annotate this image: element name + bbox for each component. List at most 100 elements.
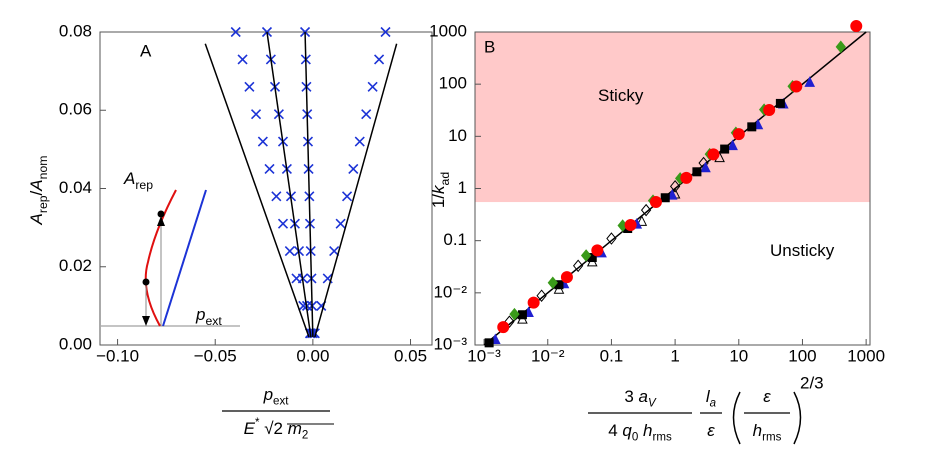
sticky-region <box>475 32 870 203</box>
paren <box>793 391 802 445</box>
y-tick-label: 0.1 <box>443 230 467 249</box>
label-part: Unsticky <box>770 241 835 260</box>
label: Arep/Anom <box>27 156 50 226</box>
marker-triangle <box>666 188 678 200</box>
y-tick-label: 1 <box>458 178 467 197</box>
marker-x <box>257 136 268 147</box>
y-tick-label: 0.06 <box>59 100 92 119</box>
label-part: p <box>263 385 273 404</box>
marker-x <box>271 191 282 202</box>
label: ε <box>763 387 771 406</box>
label: 3 aV <box>624 387 657 409</box>
marker-square <box>747 122 757 132</box>
label: 1/kad <box>429 172 452 208</box>
marker-square <box>720 144 730 154</box>
marker-diamond <box>509 307 520 321</box>
marker-x <box>348 163 359 175</box>
label: hrms <box>753 421 782 443</box>
label-part: 0 <box>632 431 638 443</box>
marker-circle <box>732 128 745 141</box>
marker-diamond <box>580 249 592 262</box>
label-part: ext <box>273 395 289 407</box>
label-part: 2 <box>302 429 308 441</box>
x-tick-label: 0.1 <box>600 346 624 365</box>
marker-x <box>277 218 289 229</box>
y-tick-label: 100 <box>439 74 467 93</box>
label-part: a <box>639 387 648 406</box>
fit-line <box>314 43 398 338</box>
inset-arrowhead <box>157 216 165 226</box>
panel-label: A <box>140 41 152 60</box>
label: pext <box>263 385 290 407</box>
y-tick-label: 0.08 <box>59 21 92 40</box>
x-tick-label: 0.05 <box>394 346 427 365</box>
label-part: √2 <box>260 419 288 438</box>
x-tick-label: −0.10 <box>96 346 139 365</box>
label-part: 4 <box>608 421 622 440</box>
marker-x <box>244 81 255 92</box>
x-tick-label: 10 <box>729 346 748 365</box>
inset-dot <box>157 210 165 218</box>
label-part: h <box>638 421 652 440</box>
marker-x <box>335 218 346 229</box>
label-part: a <box>710 397 717 409</box>
panel-label: B <box>484 37 495 56</box>
y-tick-label: 10⁻³ <box>433 334 467 353</box>
marker-x <box>264 163 275 175</box>
marker-x <box>261 26 273 38</box>
marker-diamond <box>572 259 584 273</box>
paren <box>732 391 741 445</box>
x-tick-label: 10⁻³ <box>467 346 501 365</box>
marker-x <box>341 191 353 202</box>
label-part: rep <box>36 195 50 213</box>
y-tick-label: 0.00 <box>59 334 92 353</box>
marker-circle <box>763 103 776 116</box>
marker-circle <box>591 244 604 257</box>
marker-circle <box>680 171 693 184</box>
marker-circle <box>649 196 662 209</box>
label-part: V <box>648 397 657 409</box>
marker-diamond <box>606 232 617 245</box>
inset-arrowhead <box>142 316 150 326</box>
inset-curve <box>144 189 177 327</box>
inset-dot <box>142 278 150 286</box>
marker-x <box>354 136 365 147</box>
marker-x <box>250 109 262 120</box>
marker-square <box>775 98 785 108</box>
label-part: Sticky <box>598 86 644 105</box>
label-part: ad <box>438 172 452 186</box>
label: pext <box>195 305 222 328</box>
y-tick-label: 0.02 <box>59 256 92 275</box>
x-tick-label: 0.00 <box>296 346 329 365</box>
label-part: rms <box>653 431 672 443</box>
label: Arep <box>123 169 153 192</box>
marker-triangle <box>804 76 816 87</box>
fit-line <box>204 43 310 338</box>
marker-circle <box>850 20 863 33</box>
label-part: E <box>244 419 256 438</box>
label: ε <box>707 421 715 440</box>
label-part: ε <box>707 421 715 440</box>
label-part: ε <box>763 387 771 406</box>
label-part: 3 <box>624 387 638 406</box>
marker-diamond <box>504 315 515 328</box>
marker-diamond <box>536 289 547 303</box>
marker-x <box>237 54 248 65</box>
label-part: 1/ <box>429 194 448 208</box>
label: la <box>706 387 717 409</box>
label: 4 q0 hrms <box>608 421 672 443</box>
fit-line <box>266 31 312 338</box>
label-part: ext <box>205 314 222 328</box>
marker-square <box>692 167 702 177</box>
marker-circle <box>527 296 540 309</box>
marker-diamond <box>669 180 681 193</box>
label: E* √2 m2 <box>244 417 309 441</box>
marker-square <box>484 338 494 348</box>
y-tick-label: 10 <box>448 126 467 145</box>
marker-x <box>329 246 340 257</box>
x-tick-label: 10⁻² <box>531 346 565 365</box>
marker-square <box>660 193 670 203</box>
marker-triangle <box>727 139 738 151</box>
fit-line <box>304 31 314 338</box>
